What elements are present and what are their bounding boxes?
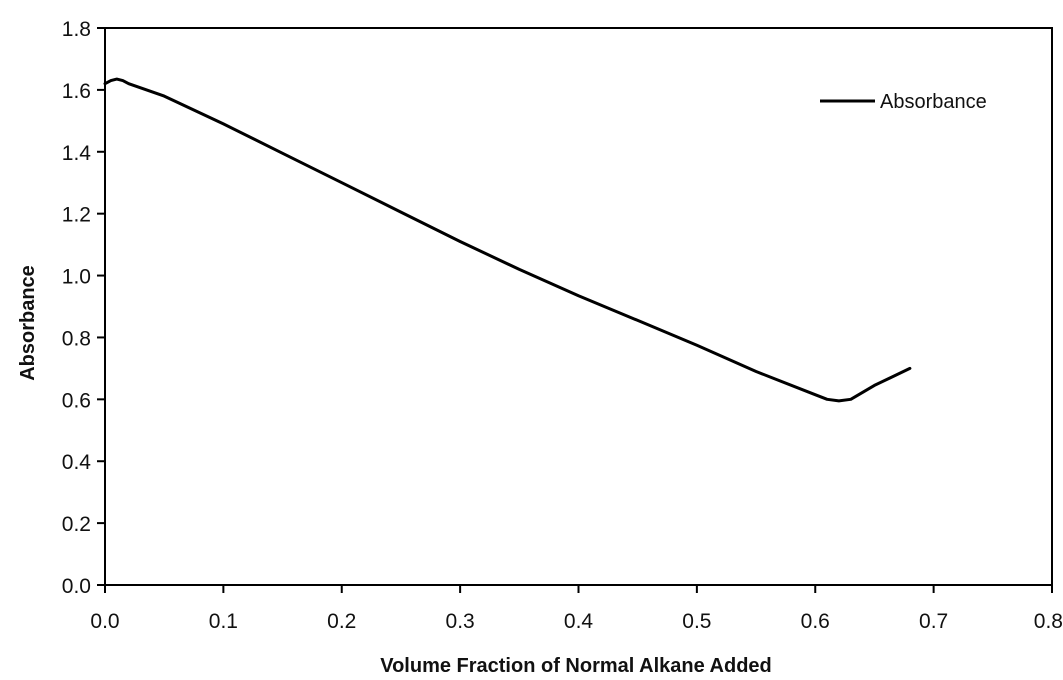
series-line-absorbance — [103, 77, 912, 403]
x-tick-label: 0.2 — [327, 610, 356, 633]
x-tick-label: 0.4 — [564, 610, 594, 633]
x-tick-label: 0.6 — [801, 610, 830, 633]
y-axis-title: Absorbance — [17, 265, 39, 381]
legend-label-absorbance: Absorbance — [880, 91, 987, 113]
y-tick-label: 0.6 — [62, 389, 91, 412]
x-tick-label: 0.5 — [682, 610, 711, 633]
y-tick-label: 0.0 — [62, 575, 91, 598]
y-tick-label: 0.2 — [62, 513, 91, 536]
y-tick-label: 1.2 — [62, 204, 91, 227]
x-tick-label: 0.1 — [209, 610, 238, 633]
y-tick-label: 1.8 — [62, 18, 91, 41]
x-tick-label: 0.0 — [90, 610, 119, 633]
y-tick-label: 0.4 — [62, 451, 92, 474]
y-tick-label: 1.6 — [62, 80, 91, 103]
x-tick-label: 0.7 — [919, 610, 948, 633]
axis-ticks: 0.0 0.1 0.2 0.3 0.4 0.5 0.6 0.7 0.8 0.0 0.2 0.4 0.6 0… — [62, 18, 1063, 633]
y-tick-label: 1.0 — [62, 266, 91, 289]
x-tick-label: 0.8 — [1034, 610, 1063, 633]
series-layer — [103, 77, 912, 403]
x-tick-label: 0.3 — [446, 610, 475, 633]
y-tick-label: 0.8 — [62, 327, 91, 350]
x-axis-title: Volume Fraction of Normal Alkane Added — [380, 655, 772, 677]
legend: Absorbance — [820, 91, 987, 113]
y-tick-label: 1.4 — [62, 142, 92, 165]
